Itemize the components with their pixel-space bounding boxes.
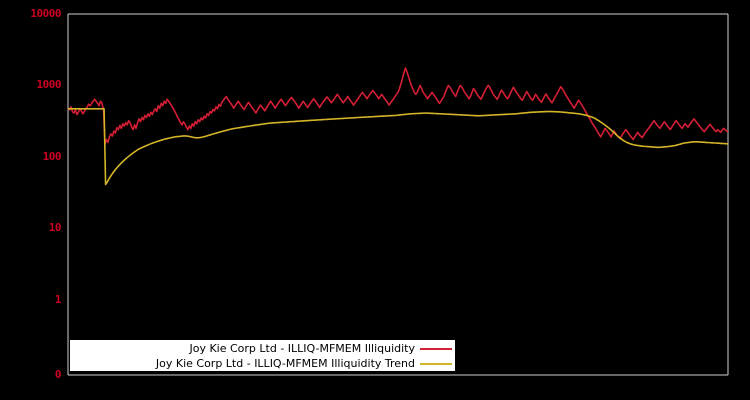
series-layer: [67, 67, 729, 186]
legend-swatch-illiquidity: [420, 344, 452, 354]
y-axis-tick-label-100: 100: [42, 149, 62, 163]
legend-entry-illiquidity-trend[interactable]: Joy Kie Corp Ltd - ILLIQ-MFMEM Illiquidi…: [70, 356, 455, 371]
legend-swatch-illiquidity-trend: [420, 359, 452, 369]
legend-label-illiquidity: Joy Kie Corp Ltd - ILLIQ-MFMEM Illiquidi…: [189, 341, 415, 355]
series-line-illiquidity-trend: [68, 108, 728, 186]
y-axis-tick-label-1: 1: [54, 292, 62, 306]
axis-frame: [67, 13, 729, 376]
legend-label-illiquidity-trend: Joy Kie Corp Ltd - ILLIQ-MFMEM Illiquidi…: [155, 356, 415, 370]
chart-legend[interactable]: Joy Kie Corp Ltd - ILLIQ-MFMEM Illiquidi…: [70, 340, 455, 371]
y-axis-tick-label-1000: 1000: [36, 78, 62, 92]
y-axis-tick-label-0: 0: [54, 368, 62, 381]
y-axis-tick-label-10: 10: [48, 221, 62, 235]
legend-entry-illiquidity[interactable]: Joy Kie Corp Ltd - ILLIQ-MFMEM Illiquidi…: [70, 341, 455, 356]
y-axis-tick-label-10000: 10000: [30, 7, 61, 20]
